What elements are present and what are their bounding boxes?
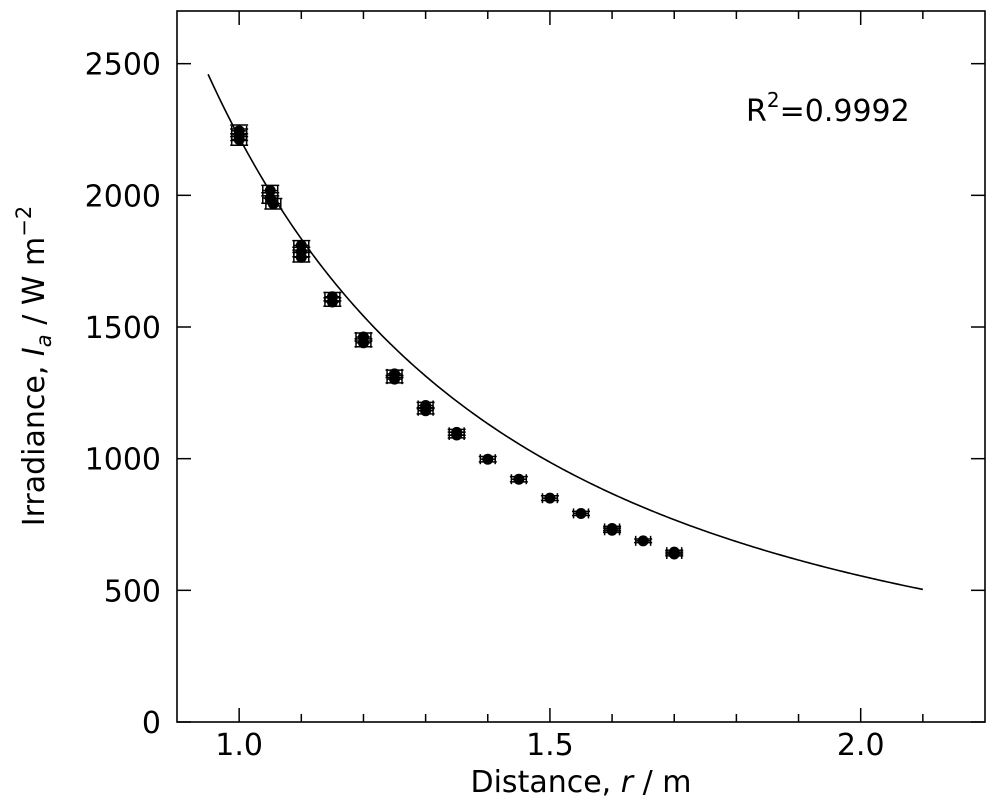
data-point: [634, 535, 653, 547]
fit-curve-layer: [207, 73, 924, 591]
data-point: [540, 492, 559, 504]
data-point: [509, 473, 528, 485]
data-point: [603, 524, 622, 536]
y-axis-label-sup: −2: [12, 206, 36, 237]
data-point: [230, 132, 249, 147]
axis-ticks-layer: [177, 11, 985, 723]
data-point: [572, 507, 590, 519]
data-point-marker: [389, 373, 401, 385]
x-tick-label: 2.0: [837, 728, 885, 763]
y-tick-label: 2000: [85, 179, 161, 214]
data-point-marker: [420, 405, 432, 417]
x-axis-label-prefix: Distance,: [471, 765, 621, 800]
data-point: [292, 251, 311, 263]
y-axis-label-prefix: Irradiance,: [17, 356, 52, 526]
data-point: [323, 296, 342, 308]
data-point-marker: [357, 337, 369, 349]
r-squared-annotation: R2=0.9992: [746, 88, 910, 129]
x-axis-label: Distance, r / m: [471, 765, 692, 800]
tick-labels-layer: 1.0 1.5 2.0 0 500 1000 1500 2000 2500: [85, 48, 885, 763]
data-point-marker: [668, 548, 680, 560]
data-point-marker: [482, 453, 494, 465]
data-point: [478, 453, 497, 465]
r-squared-sup: 2: [767, 88, 780, 112]
x-axis-label-suffix: / m: [633, 765, 691, 800]
y-tick-label: 500: [104, 574, 161, 609]
x-tick-label: 1.0: [215, 728, 263, 763]
data-points-layer: [230, 124, 684, 560]
data-point-marker: [326, 296, 338, 308]
y-axis-label: Irradiance, Ia / W m−2: [12, 206, 56, 526]
data-point-marker: [513, 473, 525, 485]
y-tick-label: 0: [142, 706, 161, 741]
r-squared-base: R: [746, 94, 767, 129]
data-point-marker: [637, 535, 649, 547]
y-tick-label: 1000: [85, 443, 161, 478]
data-point: [665, 548, 684, 560]
y-axis-label-sub: a: [32, 334, 56, 347]
x-tick-label: 1.5: [526, 728, 574, 763]
data-point-marker: [544, 492, 556, 504]
y-tick-label: 2500: [85, 48, 161, 83]
data-point: [385, 373, 404, 385]
data-point: [447, 429, 466, 441]
y-axis-label-var: I: [17, 347, 52, 356]
y-axis-label-suffix: / W m: [17, 237, 52, 335]
y-tick-label: 1500: [85, 311, 161, 346]
data-point-marker: [233, 134, 245, 146]
data-point-marker: [606, 524, 618, 536]
x-axis-label-var: r: [621, 765, 635, 800]
data-point-marker: [295, 251, 307, 263]
r-squared-value: =0.9992: [780, 94, 910, 129]
plot-frame: [176, 10, 986, 723]
data-point-marker: [267, 198, 279, 210]
data-point: [354, 337, 373, 349]
fit-curve: [207, 73, 924, 591]
data-point: [416, 405, 435, 417]
data-point-marker: [451, 429, 463, 441]
data-point: [264, 197, 283, 210]
data-point-marker: [575, 507, 587, 519]
